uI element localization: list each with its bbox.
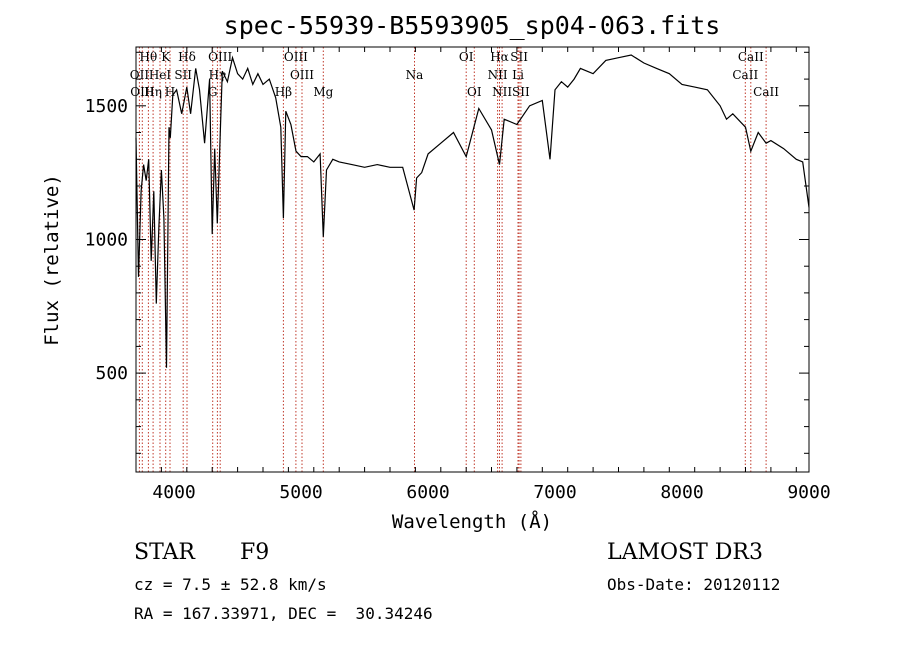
y-axis-label: Flux (relative) xyxy=(41,174,63,346)
line-label-0: Hθ xyxy=(140,50,158,64)
y-tick-label: 1500 xyxy=(85,96,128,117)
plot-frame xyxy=(135,46,810,473)
line-label-27: CaII xyxy=(753,85,779,99)
survey-name: LAMOST DR3 xyxy=(607,540,763,565)
line-label-26: SII xyxy=(512,85,530,99)
chart-title: spec-55939-B5593905_sp04-063.fits xyxy=(224,11,721,40)
x-axis-ticks: 4000 5000 6000 7000 8000 9000 xyxy=(135,47,831,503)
line-label-18: OIII xyxy=(130,85,154,99)
x-tick-label: 8000 xyxy=(660,482,703,503)
y-axis-ticks: 500 1000 1500 xyxy=(85,51,809,454)
coordinates: RA = 167.33971, DEC = 30.34246 xyxy=(134,604,433,623)
x-axis-label: Wavelength (Å) xyxy=(392,510,552,533)
line-label-20: H xyxy=(165,85,175,99)
x-tick-label: 4000 xyxy=(152,482,195,503)
y-tick-label: 500 xyxy=(95,363,128,384)
object-class: STAR xyxy=(134,540,195,565)
line-label-13: OIII xyxy=(290,68,314,82)
x-tick-label: 6000 xyxy=(406,482,449,503)
line-label-24: OI xyxy=(467,85,482,99)
line-label-11: SII xyxy=(174,68,192,82)
emission-line-markers xyxy=(138,47,767,472)
x-tick-label: 7000 xyxy=(533,482,576,503)
line-label-2: Hδ xyxy=(178,50,196,64)
y-tick-label: 1000 xyxy=(85,229,128,250)
line-label-7: SII xyxy=(510,50,528,64)
flux-series-line xyxy=(135,54,810,368)
object-subclass: F9 xyxy=(240,540,270,565)
redshift-text: cz = 7.5 ± 52.8 km/s xyxy=(134,575,327,594)
line-label-23: Mg xyxy=(313,85,333,99)
line-label-9: OII xyxy=(130,68,150,82)
line-label-12: Hγ xyxy=(209,68,227,82)
line-label-5: OI xyxy=(459,50,474,64)
line-label-17: CaII xyxy=(732,68,758,82)
obs-date: Obs-Date: 20120112 xyxy=(607,575,781,594)
line-label-15: NII xyxy=(488,68,508,82)
line-label-25: NII xyxy=(492,85,512,99)
line-label-3: OIII xyxy=(208,50,232,64)
line-label-6: Hα xyxy=(490,50,509,64)
line-label-19: Hη xyxy=(144,85,162,99)
line-label-16: Li xyxy=(512,68,524,82)
x-tick-label: 5000 xyxy=(279,482,322,503)
line-label-21: G xyxy=(208,85,218,99)
line-label-1: K xyxy=(161,50,171,64)
x-tick-label: 9000 xyxy=(787,482,830,503)
line-label-4: OIII xyxy=(284,50,308,64)
line-label-22: Hβ xyxy=(275,85,292,99)
line-label-14: Na xyxy=(406,68,424,82)
line-label-8: CaII xyxy=(738,50,764,64)
line-label-10: HeI xyxy=(149,68,172,82)
